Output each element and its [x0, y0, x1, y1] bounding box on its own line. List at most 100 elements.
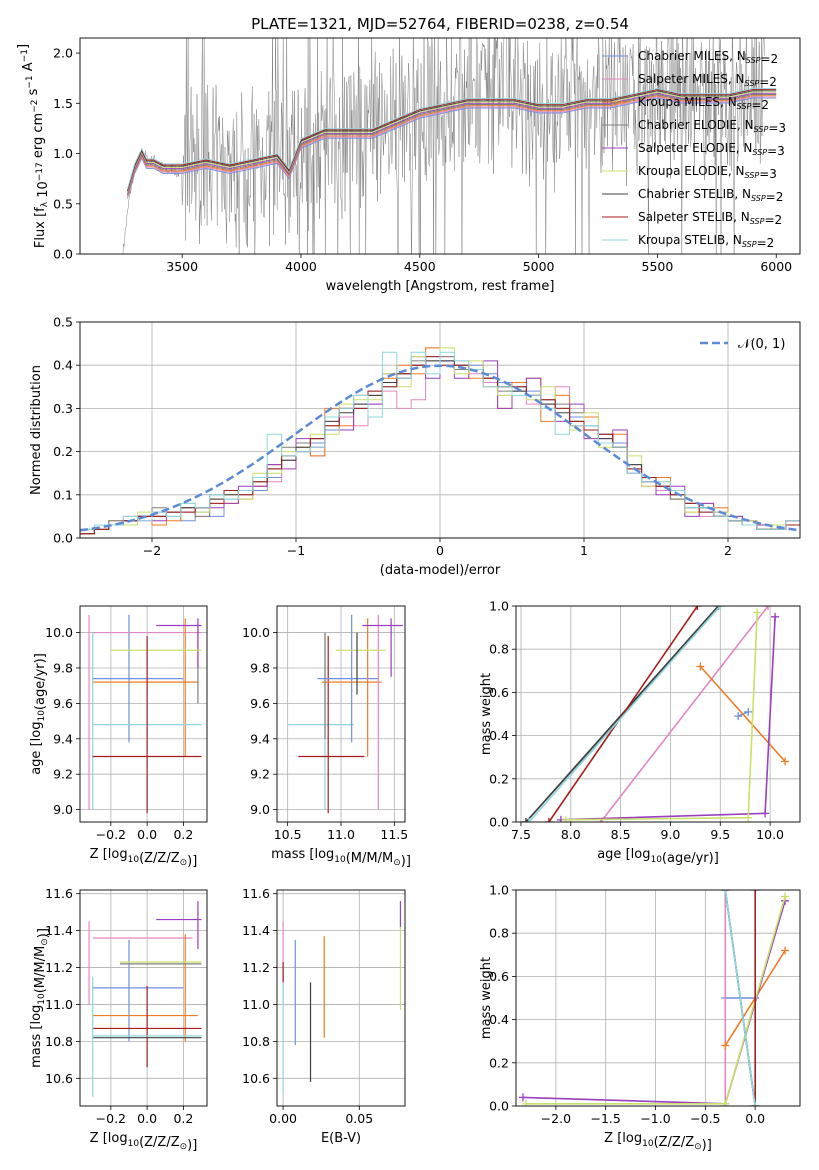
point-marker [693, 606, 702, 610]
point-marker [781, 757, 790, 766]
y-tick-label: 9.8 [250, 660, 270, 675]
legend: 𝒩(0, 1) [700, 337, 785, 352]
model-line-kroupa-stelib [127, 87, 777, 190]
chart-mass_vs_Z: −0.2 0.0 0.2 10.6 10.8 11.0 11.2 11.4 11.6 Z [log… [29, 886, 208, 1153]
x-tick-label: 11.5 [380, 827, 408, 842]
x-tick-label: 2 [724, 543, 732, 558]
legend-label: Salpeter STELIB, NSSP=2 [638, 210, 782, 227]
legend-label: Kroupa ELODIE, NSSP=3 [638, 164, 777, 181]
point-marker [524, 818, 533, 822]
y-tick-label: 11.4 [45, 923, 73, 938]
point-marker [751, 890, 760, 894]
point-marker [721, 1041, 730, 1050]
y-tick-label: 0.5 [53, 196, 73, 211]
y-tick-label: 10.6 [242, 1071, 270, 1086]
x-tick-label: 10.5 [274, 827, 302, 842]
y-tick-label: 1.0 [489, 883, 509, 898]
model-line-salpeter-miles [127, 96, 777, 198]
x-tick-label: −1.5 [591, 1111, 621, 1126]
model-line-chabrier-stelib [127, 90, 777, 192]
y-tick-label: 0.6 [489, 969, 509, 984]
y-tick-label: 1.0 [489, 599, 509, 614]
y-tick-label: 0.8 [489, 642, 509, 657]
y-tick-label: 11.6 [45, 886, 73, 901]
y-tick-label: 0.2 [53, 444, 73, 459]
axes-frame [79, 321, 801, 539]
x-tick-label: 0.0 [137, 827, 157, 842]
chart-age_vs_mass: 10.5 11.0 11.5 9.0 9.2 9.4 9.6 9.8 10.0 mass [log… [242, 605, 411, 869]
y-tick-label: 0.4 [53, 358, 73, 373]
weight-line-salpeter-elodie [522, 900, 786, 1105]
x-axis-label: mass [log10(M/M/M⊙)] [271, 847, 411, 869]
point-marker [764, 606, 773, 610]
weight-line-kroupa-stelib [724, 890, 756, 1106]
y-tick-label: 1.5 [53, 96, 73, 111]
x-tick-label: −0.2 [96, 1111, 126, 1126]
x-tick-label: 4000 [285, 259, 317, 274]
histogram-kroupa-stelib [80, 351, 800, 530]
x-tick-label: −2 [143, 543, 161, 558]
y-tick-label: 11.4 [242, 923, 270, 938]
plot-area [521, 606, 790, 822]
x-tick-label: 5500 [642, 259, 674, 274]
y-tick-label: 9.0 [53, 802, 73, 817]
grid [277, 890, 405, 1106]
x-tick-label: 11.0 [327, 827, 355, 842]
x-tick-label: 6000 [760, 259, 792, 274]
x-tick-label: 0.0 [137, 1111, 157, 1126]
plot-area [287, 614, 403, 814]
y-tick-label: 9.4 [250, 731, 270, 746]
y-tick-label: 10.0 [242, 625, 270, 640]
point-marker [561, 815, 570, 822]
grid [80, 606, 207, 822]
y-tick-label: 2.0 [53, 46, 73, 61]
y-tick-label: 0.0 [53, 531, 73, 546]
legend-label: Kroupa MILES, NSSP=2 [638, 95, 769, 112]
model-line-chabrier-miles [127, 97, 777, 199]
x-axis-label: Z [log10(Z/Z/Z⊙)] [604, 1131, 712, 1153]
point-marker [771, 612, 780, 621]
y-tick-label: 9.8 [53, 660, 73, 675]
legend-label: 𝒩(0, 1) [738, 337, 785, 352]
weight-line-kroupa-stelib [528, 606, 721, 822]
y-tick-label: 0.2 [489, 771, 509, 786]
x-tick-label: −1 [287, 543, 305, 558]
x-tick-label: 7.5 [511, 827, 531, 842]
y-tick-label: 10.8 [45, 1034, 73, 1049]
x-axis-label: age [log10(age/yr)] [597, 847, 719, 866]
model-line-kroupa-miles [127, 95, 777, 197]
y-axis-label: mass weight [479, 957, 494, 1039]
plot-area [88, 901, 202, 1097]
axes-frame [276, 889, 406, 1107]
chart-weight_vs_age: 7.5 8.0 8.5 9.0 9.5 10.0 0.0 0.2 0.4 0.6 0.8 1.0 age… [479, 599, 801, 866]
weight-line-kroupa-miles [699, 665, 786, 763]
y-tick-label: 11.0 [242, 997, 270, 1012]
y-tick-label: 11.6 [242, 886, 270, 901]
y-tick-label: 0.4 [489, 1012, 509, 1027]
weight-line-chabrier-stelib [525, 606, 719, 822]
plot-area [88, 614, 202, 814]
x-axis-label: Z [log10(Z/Z/Z⊙)] [90, 1131, 198, 1153]
y-tick-label: 9.2 [53, 767, 73, 782]
point-marker [521, 818, 530, 822]
plot-area [282, 901, 402, 1094]
x-axis-label: Z [log10(Z/Z/Z⊙)] [90, 847, 198, 869]
point-marker [721, 1099, 730, 1106]
plot-area [518, 890, 790, 1106]
y-tick-label: 9.6 [53, 696, 73, 711]
y-tick-label: 11.2 [242, 960, 270, 975]
point-marker [761, 809, 770, 818]
chart-mass_vs_ebv: 0.00 0.05 10.6 10.8 11.0 11.2 11.4 11.6 E(B-V) [242, 886, 406, 1146]
figure-title: PLATE=1321, MJD=52764, FIBERID=0238, z=0… [251, 15, 629, 33]
legend-label: Chabrier STELIB, NSSP=2 [638, 187, 783, 204]
x-tick-label: 10.0 [756, 827, 784, 842]
point-marker [744, 813, 753, 822]
grid [277, 606, 405, 822]
axes-frame [79, 37, 801, 255]
normal-curve [80, 364, 800, 532]
model-line-salpeter-stelib [127, 89, 777, 191]
y-axis-label: age [log10(age/yr)] [29, 653, 48, 775]
y-tick-label: 0.2 [489, 1055, 509, 1070]
x-tick-label: 0.0 [745, 1111, 765, 1126]
